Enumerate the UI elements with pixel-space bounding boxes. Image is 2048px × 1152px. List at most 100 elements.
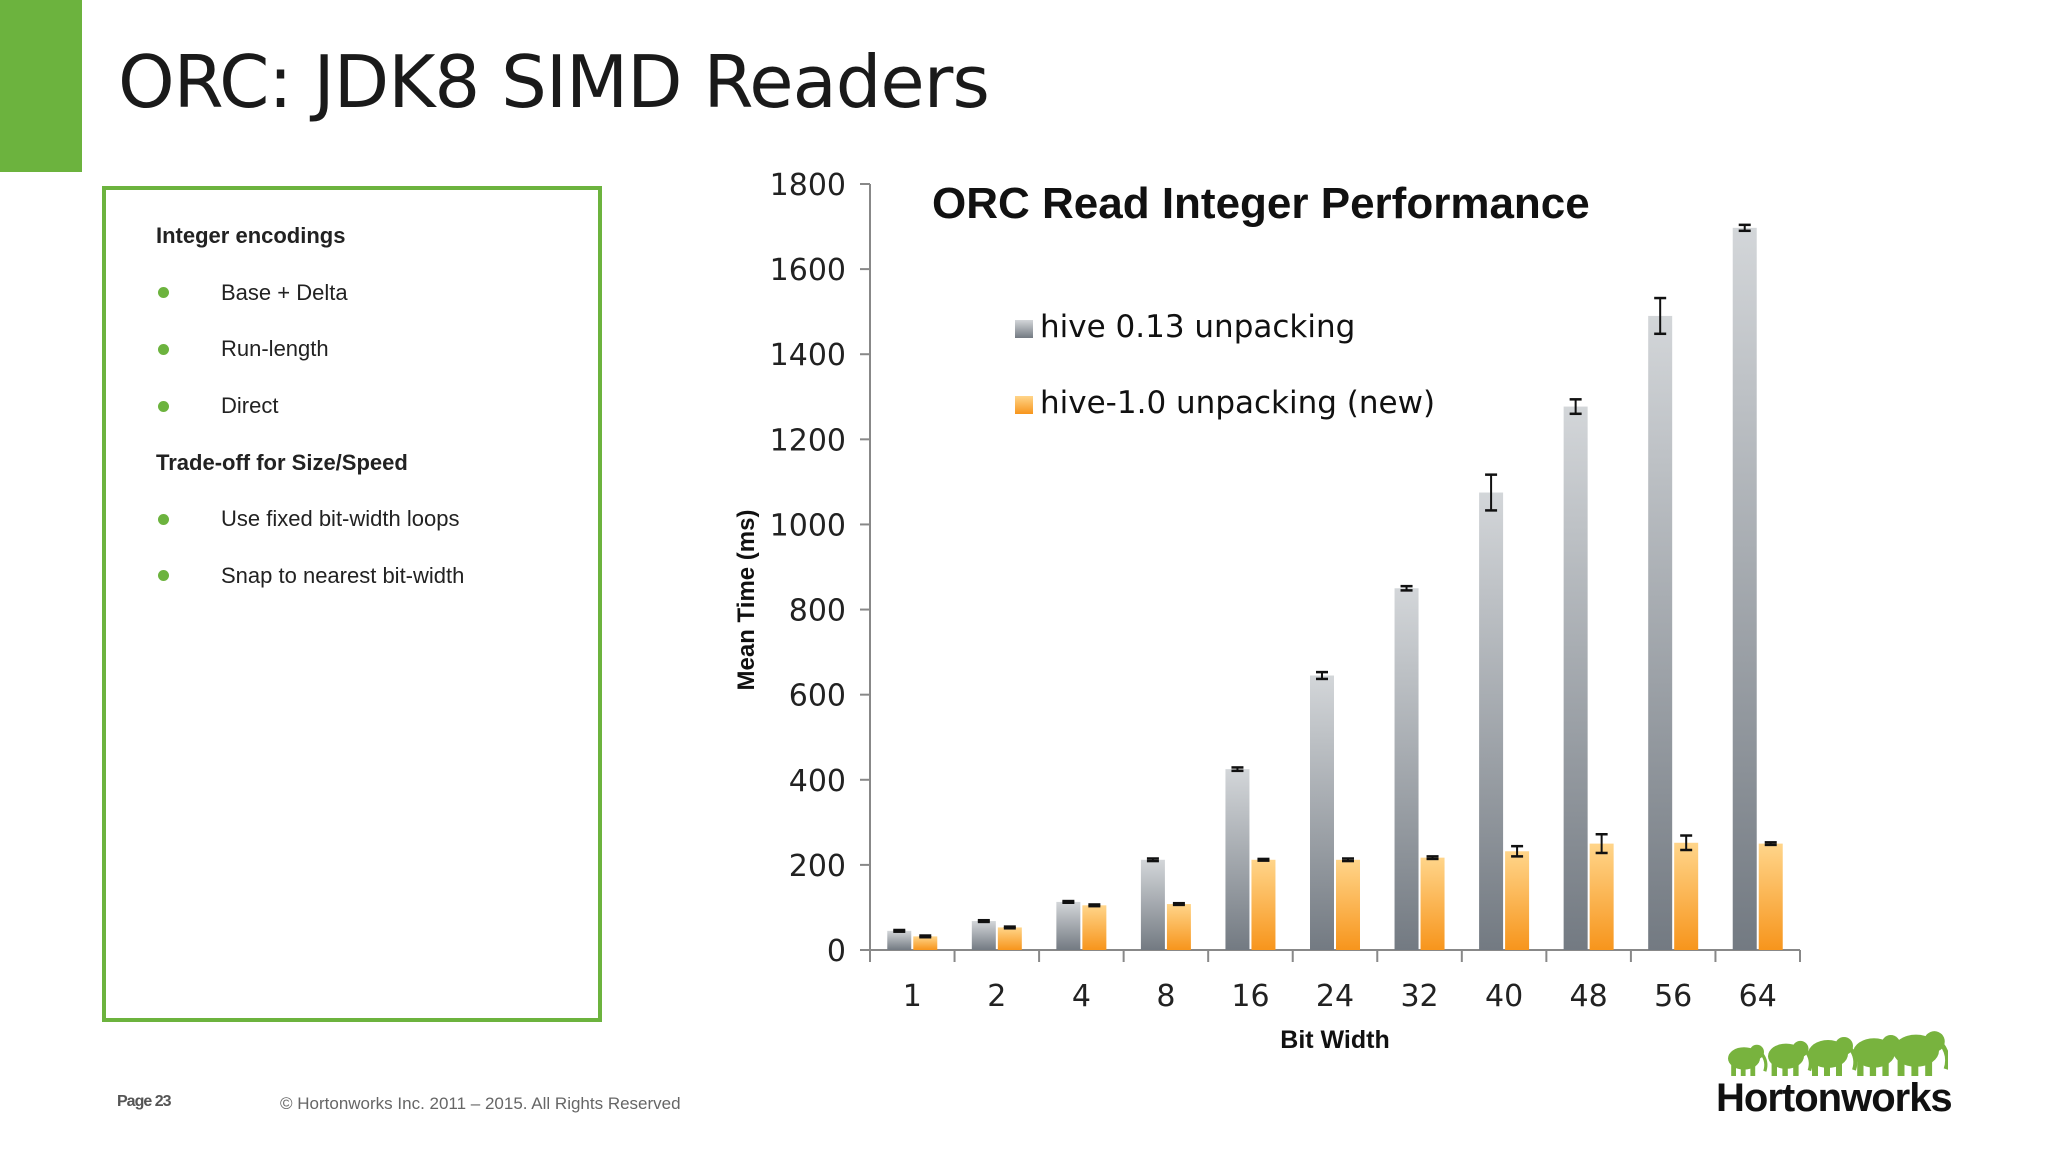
bullet-text: Run-length	[221, 336, 329, 362]
bullet-text: Snap to nearest bit-width	[221, 562, 465, 588]
x-tick-label: 4	[1072, 979, 1091, 1014]
bullet-item: Use fixed bit-width loops	[156, 491, 464, 548]
bullet-box: Integer encodings Base + Delta Run-length D…	[102, 186, 602, 1022]
bar-hive-013	[887, 930, 912, 950]
bar-hive-013	[1056, 901, 1081, 950]
legend-label: hive 0.13 unpacking	[1040, 309, 1355, 345]
bullet-heading: Trade-off for Size/Speed	[156, 434, 464, 491]
error-bar	[1511, 844, 1524, 858]
y-tick-label: 1800	[770, 168, 846, 203]
error-bar	[1172, 901, 1185, 907]
legend-swatch	[1015, 396, 1033, 414]
error-bar	[1316, 670, 1328, 681]
copyright-text: © Hortonworks Inc. 2011 – 2015. All Righ…	[280, 1094, 681, 1113]
error-bar	[1400, 584, 1413, 592]
error-bar	[1680, 834, 1693, 852]
legend-swatch	[1015, 320, 1033, 338]
bar-hive-10	[1166, 904, 1191, 950]
bar-hive-013	[971, 921, 996, 950]
bar-hive-013	[1394, 588, 1419, 950]
error-bar	[1062, 899, 1075, 905]
x-tick-label: 56	[1654, 979, 1692, 1014]
bullet-item: Direct	[156, 378, 464, 435]
bar-hive-10	[1082, 905, 1107, 950]
bullet-list: Integer encodings Base + Delta Run-length D…	[156, 208, 464, 604]
legend-label: hive-1.0 unpacking (new)	[1040, 385, 1435, 421]
bar-hive-10	[913, 936, 938, 950]
bar-chart: ORC Read Integer Performance 0 200 400 600 8…	[733, 168, 1801, 1054]
accent-block	[0, 0, 82, 172]
bar-hive-013	[1140, 859, 1165, 950]
bar-hive-013	[1225, 769, 1250, 950]
bullet-heading: Integer encodings	[156, 208, 464, 265]
bullet-dot-icon	[158, 513, 169, 525]
bullet-text: Use fixed bit-width loops	[221, 506, 460, 532]
error-bar	[1146, 857, 1159, 863]
error-bar	[977, 918, 990, 924]
x-tick-label: 40	[1485, 979, 1523, 1014]
y-tick-label: 400	[789, 764, 846, 799]
bar-hive-10	[1758, 843, 1783, 950]
bar-hive-013	[1732, 227, 1757, 950]
hortonworks-logo: Hortonworks	[1716, 1024, 1953, 1124]
error-bar	[1426, 855, 1439, 861]
slide-title: ORC: JDK8 SIMD Readers	[118, 40, 990, 124]
bullet-text: Integer encodings	[156, 223, 346, 249]
bullet-dot-icon	[158, 400, 169, 412]
error-bar	[1003, 925, 1016, 930]
x-tick-label: 24	[1316, 979, 1354, 1014]
bar-hive-013	[1479, 492, 1504, 950]
x-tick-label: 16	[1231, 979, 1269, 1014]
y-tick-label: 0	[827, 934, 846, 969]
logo-text: Hortonworks	[1716, 1076, 1953, 1120]
y-tick-label: 200	[789, 849, 846, 884]
bullet-text: Trade-off for Size/Speed	[156, 449, 408, 475]
error-bar	[1485, 473, 1498, 512]
chart-title: ORC Read Integer Performance	[932, 179, 1590, 228]
y-tick-label: 1600	[770, 253, 846, 288]
elephant-shape	[1728, 1044, 1768, 1076]
error-bar	[1088, 903, 1101, 908]
y-axis-label: Mean Time (ms)	[733, 510, 760, 691]
error-bar	[1569, 398, 1582, 416]
error-bar	[1595, 832, 1608, 855]
bullet-text: Base + Delta	[221, 279, 348, 305]
bar-hive-10	[1589, 843, 1614, 950]
error-bar	[919, 934, 932, 939]
y-tick-label: 1000	[770, 508, 846, 543]
error-bar	[1654, 296, 1667, 336]
x-axis-label: Bit Width	[1280, 1026, 1389, 1054]
error-bar	[1764, 841, 1777, 847]
elephant-shape	[1808, 1037, 1858, 1076]
elephants-logo-icon	[1728, 1031, 1948, 1076]
error-bar	[1257, 857, 1270, 862]
y-tick-label: 600	[789, 679, 846, 714]
x-tick-label: 2	[987, 979, 1006, 1014]
bullet-item: Snap to nearest bit-width	[156, 548, 464, 605]
bar-hive-013	[1563, 406, 1588, 950]
x-tick-label: 8	[1156, 979, 1175, 1014]
error-bar	[893, 928, 906, 933]
bar-hive-10	[1674, 842, 1699, 950]
y-tick-label: 800	[789, 594, 846, 629]
bullet-dot-icon	[158, 570, 169, 582]
x-tick-label: 64	[1739, 979, 1777, 1014]
bullet-dot-icon	[158, 343, 169, 355]
page-number: Page 23	[117, 1093, 171, 1110]
x-tick-label: 32	[1400, 979, 1438, 1014]
bar-hive-10	[1505, 851, 1530, 950]
bar-hive-10	[1420, 857, 1445, 950]
bar-hive-10	[997, 927, 1022, 950]
bullet-item: Run-length	[156, 321, 464, 378]
y-tick-label: 1200	[770, 423, 846, 458]
error-bar	[1342, 857, 1354, 863]
bullet-item: Base + Delta	[156, 265, 464, 322]
elephant-shape	[1893, 1031, 1948, 1076]
bar-hive-013	[1310, 675, 1334, 950]
chart-bars	[887, 223, 1783, 950]
x-tick-label: 1	[903, 979, 922, 1014]
error-bar	[1231, 766, 1244, 773]
error-bar	[1738, 223, 1751, 233]
bullet-text: Direct	[221, 393, 279, 419]
